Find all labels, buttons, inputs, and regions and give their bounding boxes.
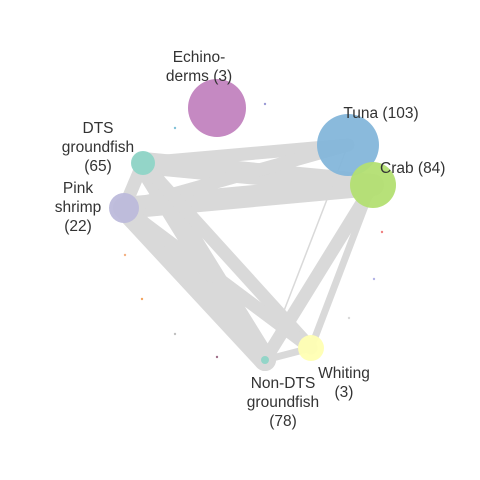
node-label-line: Non-DTS	[251, 375, 316, 392]
node-label-line: derms (3)	[166, 68, 232, 85]
minor-node-dot	[372, 277, 376, 281]
node-label-line: shrimp	[55, 199, 102, 216]
node-label-whiting: Whiting (3)	[318, 365, 370, 401]
minor-node-layer	[123, 102, 384, 359]
node-label-line: Pink	[63, 180, 93, 197]
node-crab	[350, 162, 396, 208]
node-non-dts-groundfish	[261, 356, 269, 364]
minor-node-dot	[140, 297, 144, 301]
node-label-pink-shrimp: Pink shrimp (22)	[55, 180, 102, 235]
node-label-line: Crab (84)	[380, 160, 445, 177]
edge-non_dts_groundfish-crab	[258, 178, 380, 367]
node-pink-shrimp	[109, 193, 139, 223]
node-label-tuna: Tuna (103)	[343, 105, 418, 122]
node-label-line: DTS	[83, 120, 114, 137]
node-label-line: Whiting	[318, 365, 370, 382]
label-layer: Echino-derms (3) Tuna (103) Crab (84) DTS gr…	[55, 49, 446, 430]
node-label-line: groundfish	[62, 139, 134, 156]
node-label-dts-groundfish: DTS groundfish (65)	[62, 120, 134, 175]
node-label-non-dts-groundfish: Non-DTS groundfish (78)	[247, 375, 319, 430]
node-whiting	[298, 335, 324, 361]
minor-node-dot	[347, 316, 351, 320]
edge-dts_groundfish-whiting	[136, 156, 318, 355]
node-label-line: (3)	[335, 384, 354, 401]
minor-node-dot	[215, 355, 219, 359]
node-label-line: (22)	[64, 218, 92, 235]
edge-layer	[113, 138, 384, 371]
minor-node-dot	[173, 332, 177, 336]
node-label-line: groundfish	[247, 394, 319, 411]
minor-node-dot	[123, 253, 127, 257]
minor-node-dot	[173, 126, 177, 130]
edge-whiting-crab	[307, 181, 377, 352]
node-label-echinoderms: Echino-derms (3)	[166, 49, 232, 85]
node-label-line: (65)	[84, 158, 112, 175]
edge-non_dts_groundfish-tuna	[264, 144, 349, 361]
node-label-crab: Crab (84)	[380, 160, 445, 177]
node-tuna	[317, 114, 379, 176]
node-echinoderms	[188, 79, 246, 137]
node-label-line: Echino-	[173, 49, 226, 66]
minor-node-dot	[380, 230, 384, 234]
node-dts-groundfish	[131, 151, 155, 175]
node-layer	[109, 79, 396, 364]
minor-node-dot	[263, 102, 267, 106]
node-label-line: (78)	[269, 413, 297, 430]
node-label-line: Tuna (103)	[343, 105, 418, 122]
